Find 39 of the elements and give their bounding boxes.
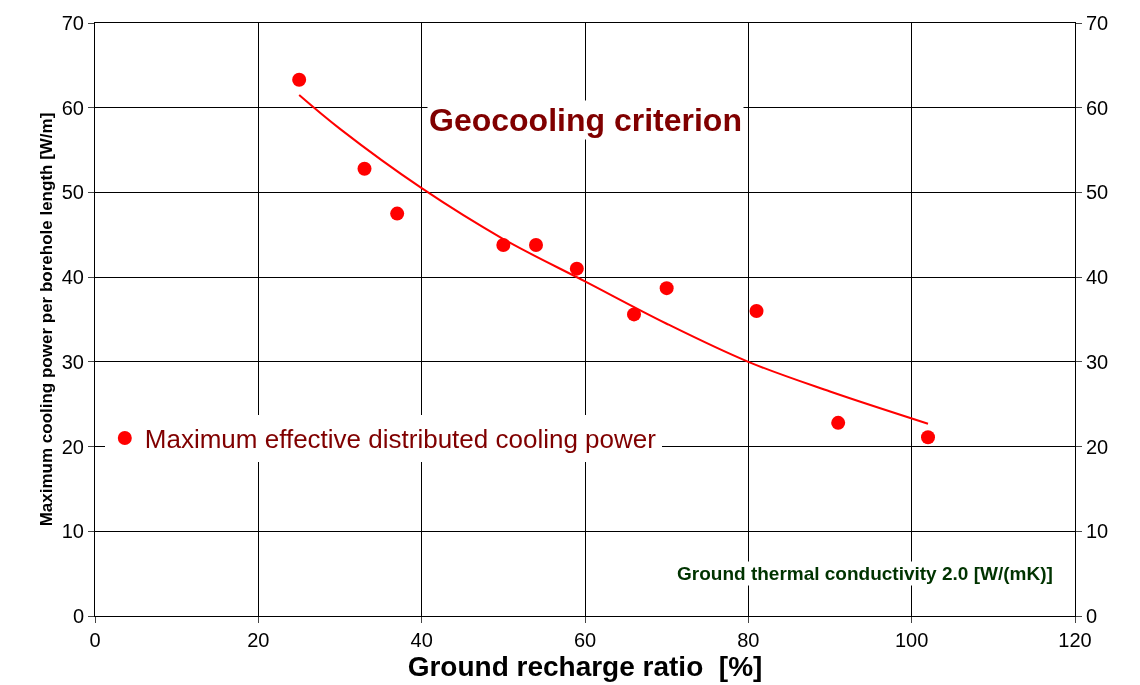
x-axis-title: Ground recharge ratio [%] [407, 651, 763, 682]
y2-tick-label: 20 [1086, 435, 1109, 458]
x-tick-label: 20 [247, 629, 270, 651]
x-tick-label: 80 [737, 629, 760, 651]
y2-tick-label: 0 [1086, 605, 1098, 627]
x-tick-label: 100 [894, 629, 929, 651]
y-tick-label: 60 [61, 96, 84, 119]
point [627, 307, 641, 322]
line-series [298, 94, 929, 425]
y-tick-label: 30 [61, 350, 84, 373]
y-axis-title: Maximum cooling power per borehole length [W/m] [37, 112, 57, 527]
point [390, 206, 405, 221]
y-tick-label: 0 [72, 605, 84, 627]
point [569, 261, 584, 276]
y2-tick-label: 50 [1086, 181, 1109, 204]
annotation: Geocooling criterion [429, 102, 742, 138]
y-tick-label: 20 [61, 435, 84, 458]
point [831, 415, 846, 430]
y-tick-label: 70 [61, 12, 84, 34]
y2-tick-label: 10 [1086, 520, 1109, 543]
x-tick-label: 120 [1058, 629, 1092, 651]
y2-tick-label: 70 [1086, 12, 1109, 34]
legend-label: Maximum effective distributed cooling power [144, 424, 657, 455]
point [749, 304, 764, 319]
point [659, 281, 674, 296]
point [292, 72, 307, 87]
y2-tick-label: 40 [1086, 266, 1109, 289]
y-tick-label: 50 [61, 181, 84, 204]
point [357, 161, 372, 176]
y2-tick-label: 30 [1086, 350, 1109, 373]
point [529, 237, 543, 252]
point [921, 430, 935, 445]
x-tick-label: 40 [410, 629, 433, 651]
x-tick-label: 0 [89, 629, 101, 651]
y-tick-label: 10 [61, 520, 84, 543]
x-tick-label: 60 [573, 629, 597, 651]
y-tick-label: 40 [61, 266, 84, 289]
y2-tick-label: 60 [1086, 96, 1109, 119]
annotation: Ground thermal conductivity 2.0 [W/(mK)] [677, 563, 1053, 584]
